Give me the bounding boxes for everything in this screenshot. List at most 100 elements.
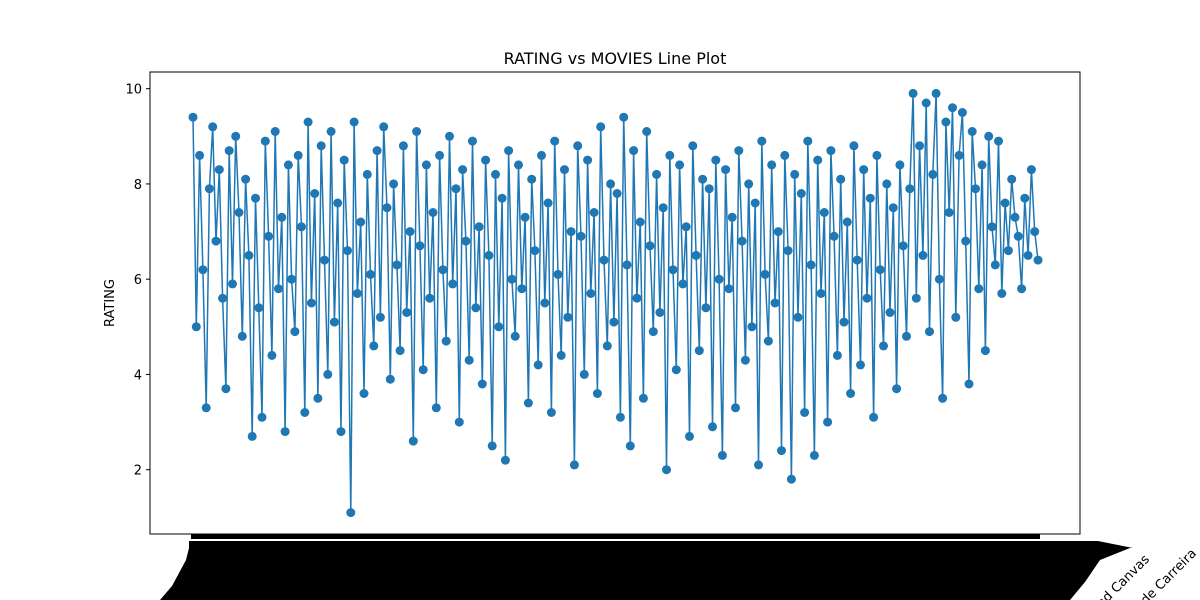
data-point xyxy=(964,379,974,389)
data-point xyxy=(231,131,241,141)
data-point xyxy=(892,384,902,394)
data-point xyxy=(648,327,658,337)
data-point xyxy=(201,403,211,413)
data-point xyxy=(527,174,537,184)
data-point xyxy=(816,289,826,298)
data-point xyxy=(303,117,313,127)
data-point xyxy=(290,327,300,337)
data-point xyxy=(967,127,977,136)
data-point xyxy=(846,389,856,398)
data-point xyxy=(954,150,964,160)
data-point xyxy=(977,160,987,170)
data-point xyxy=(941,117,951,127)
data-point xyxy=(615,412,625,422)
data-point xyxy=(468,136,477,146)
x-label-mass xyxy=(160,541,1133,600)
data-point xyxy=(533,360,543,370)
y-tick-label: 6 xyxy=(134,273,142,288)
data-point xyxy=(208,122,218,132)
data-point xyxy=(754,460,763,470)
data-point xyxy=(790,169,800,179)
data-point xyxy=(800,408,810,417)
data-point xyxy=(540,298,550,308)
data-point xyxy=(724,284,734,294)
data-point xyxy=(832,350,842,360)
data-point xyxy=(823,417,833,427)
data-point xyxy=(553,269,563,279)
data-point xyxy=(530,246,540,256)
data-point xyxy=(948,103,957,113)
data-point xyxy=(244,250,254,260)
data-point xyxy=(645,241,655,251)
data-point xyxy=(994,136,1003,146)
data-point xyxy=(372,146,382,156)
data-point xyxy=(359,389,369,398)
data-point xyxy=(520,212,530,222)
data-point xyxy=(218,293,228,303)
data-point xyxy=(523,398,533,408)
data-point xyxy=(911,293,921,303)
data-point xyxy=(836,174,846,184)
data-point xyxy=(1023,250,1033,260)
data-point xyxy=(234,208,244,217)
data-point xyxy=(379,122,389,132)
data-point xyxy=(856,360,865,370)
data-point xyxy=(888,203,898,213)
data-point xyxy=(934,274,944,284)
data-point xyxy=(842,217,852,227)
data-point xyxy=(915,141,925,151)
data-point xyxy=(494,322,504,332)
data-point xyxy=(573,141,583,151)
data-point xyxy=(938,393,948,403)
data-point xyxy=(461,236,471,246)
data-point xyxy=(780,150,790,160)
data-point xyxy=(839,317,849,327)
x-tick-labels-overlap xyxy=(160,541,1133,600)
data-point xyxy=(678,279,688,289)
data-point xyxy=(757,136,767,146)
data-point xyxy=(1010,212,1020,222)
data-point xyxy=(740,355,750,365)
data-point xyxy=(708,422,717,432)
data-point xyxy=(918,250,928,260)
data-point xyxy=(274,284,283,294)
data-point xyxy=(974,284,984,294)
data-point xyxy=(1003,246,1013,256)
data-point xyxy=(385,374,395,384)
data-point xyxy=(852,255,862,265)
data-point xyxy=(642,127,652,136)
data-point xyxy=(895,160,905,170)
data-point xyxy=(698,174,708,184)
data-point xyxy=(297,222,306,232)
data-point xyxy=(280,427,290,437)
data-point xyxy=(1030,227,1040,237)
data-point xyxy=(425,293,435,303)
data-point xyxy=(316,141,326,151)
data-point xyxy=(869,412,879,422)
data-point xyxy=(369,341,379,351)
data-point xyxy=(625,441,635,451)
data-point xyxy=(638,393,648,403)
data-point xyxy=(398,141,408,151)
data-point xyxy=(550,136,560,146)
data-point xyxy=(375,312,385,322)
data-point xyxy=(362,169,372,179)
data-point xyxy=(990,260,1000,270)
data-point xyxy=(323,369,333,379)
data-point xyxy=(629,146,639,156)
data-point xyxy=(806,260,816,270)
data-point xyxy=(438,265,448,275)
data-point xyxy=(497,193,507,203)
data-point xyxy=(777,446,786,456)
data-point xyxy=(928,169,938,179)
data-point xyxy=(412,127,422,136)
data-point xyxy=(191,322,201,332)
y-tick-label: 10 xyxy=(125,83,142,98)
data-point xyxy=(925,327,934,337)
data-point xyxy=(744,179,754,189)
data-point xyxy=(1020,193,1030,203)
data-point xyxy=(655,308,665,317)
data-point xyxy=(543,198,553,208)
